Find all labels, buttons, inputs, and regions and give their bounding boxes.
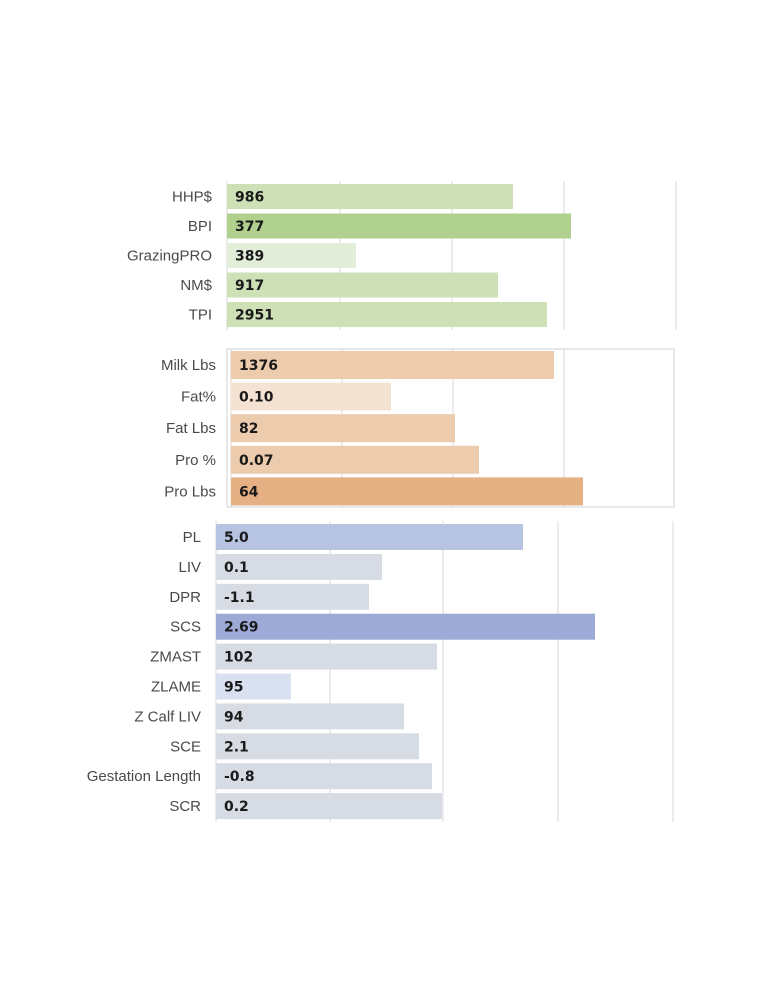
value-label: 0.1 [224, 560, 249, 576]
bar-gestation-length [216, 763, 432, 790]
value-label: -0.8 [224, 769, 255, 785]
category-label: HHP$ [172, 189, 213, 206]
value-label: 389 [235, 249, 264, 265]
category-label: Gestation Length [87, 768, 201, 785]
category-label: SCR [169, 798, 201, 815]
category-label: Z Calf LIV [134, 708, 201, 725]
value-label: 0.07 [239, 453, 274, 469]
bar-liv [216, 553, 382, 580]
value-label: 2951 [235, 308, 274, 324]
chart-panel-2: Milk Lbs 1376 Fat% 0.10 Fat Lbs 82 Pro % 0.07 Pr… [161, 348, 675, 508]
category-label: Milk Lbs [161, 357, 216, 374]
category-label: NM$ [180, 277, 212, 294]
bar-milk-lbs [231, 351, 554, 379]
value-label: 95 [224, 680, 243, 696]
value-label: 64 [239, 484, 259, 500]
category-label: Pro % [175, 452, 216, 469]
value-label: 2.69 [224, 620, 259, 636]
bar-tpi [227, 302, 547, 327]
value-label: 1376 [239, 358, 278, 374]
chart-panel-1: HHP$ 986 BPI 377 GrazingPRO 389 NM$ 917 TPI 2951 [127, 181, 677, 330]
value-label: 986 [235, 190, 264, 206]
bar-bpi [227, 213, 571, 239]
bar-sce [216, 733, 419, 760]
bar-zlame [216, 673, 291, 700]
category-label: PL [183, 529, 201, 546]
category-label: SCS [170, 619, 201, 636]
bar-pl [216, 524, 523, 550]
value-label: 82 [239, 421, 258, 437]
bar-scr [216, 793, 442, 820]
value-label: 94 [224, 709, 244, 725]
category-label: Pro Lbs [164, 483, 216, 500]
category-label: SCE [170, 738, 201, 755]
bar-zmast [216, 643, 437, 670]
value-label: 917 [235, 278, 264, 294]
bar-grazingpro [227, 243, 356, 268]
chart-panel-3: PL 5.0 LIV 0.1 DPR -1.1 SCS 2.69 ZMAST 102 ZLAME 95… [87, 521, 674, 822]
category-label: TPI [189, 307, 212, 324]
bar-pro-lbs [231, 477, 583, 506]
bar-scs [216, 613, 595, 640]
bar-fat- [231, 382, 391, 411]
bar-hhp- [227, 184, 513, 209]
value-label: 0.2 [224, 799, 249, 815]
bar-z-calf-liv [216, 703, 404, 730]
category-label: GrazingPRO [127, 248, 212, 265]
panel-border [226, 348, 675, 508]
bar-dpr [216, 583, 369, 610]
category-label: ZMAST [150, 649, 201, 666]
category-label: LIV [178, 559, 201, 576]
bar-fat-lbs [231, 414, 455, 443]
bar-nm- [227, 272, 498, 298]
value-label: -1.1 [224, 590, 255, 606]
category-label: DPR [169, 589, 201, 606]
category-label: Fat% [181, 389, 216, 406]
category-label: BPI [188, 218, 212, 235]
value-label: 5.0 [224, 530, 249, 546]
category-label: Fat Lbs [166, 420, 216, 437]
value-label: 2.1 [224, 739, 249, 755]
category-label: ZLAME [151, 679, 201, 696]
value-label: 0.10 [239, 390, 274, 406]
value-label: 377 [235, 219, 264, 235]
value-label: 102 [224, 650, 253, 666]
bar-pro- [231, 445, 479, 474]
